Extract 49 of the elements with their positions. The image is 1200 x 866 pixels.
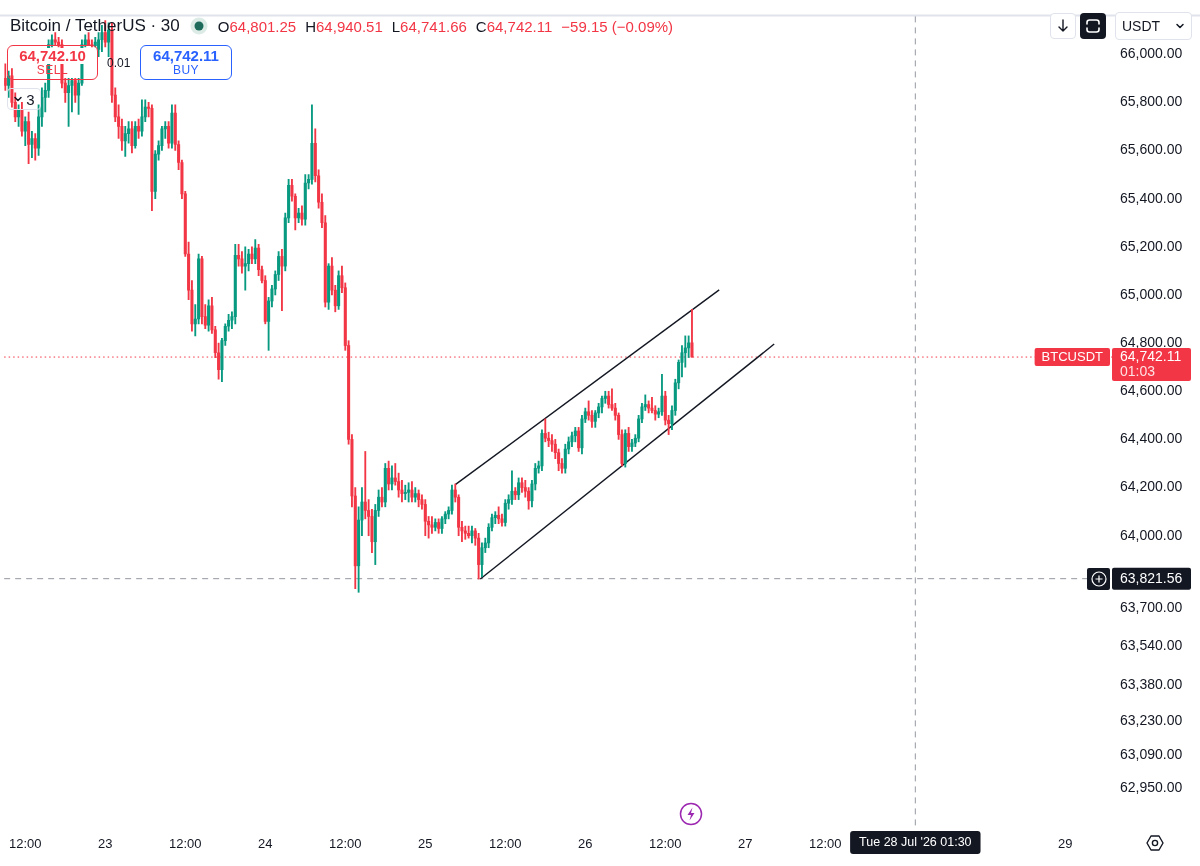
y-tick-label: 63,540.00: [1120, 637, 1183, 654]
ref-line-label: 64,742.11: [1120, 347, 1182, 364]
x-tick-label: 12:00: [329, 836, 362, 852]
annotation: −59.15 (−0.09%): [561, 17, 674, 35]
annotation: BTCUSDT: [1041, 348, 1104, 364]
y-tick-label: 64,600.00: [1120, 382, 1183, 399]
chevron-button: 3: [7, 88, 41, 110]
dropdown: USDT: [1115, 12, 1192, 40]
y-tick-label: 63,380.00: [1120, 675, 1183, 692]
y-tick-label: 65,600.00: [1120, 141, 1183, 158]
annotation: L64,741.66: [391, 17, 467, 35]
annotation: H64,940.51: [305, 17, 383, 35]
x-tick-label: 23: [98, 836, 113, 852]
x-tick-label: 12:00: [649, 836, 682, 852]
x-tick-label: 27: [738, 836, 753, 852]
y-tick-label: 65,000.00: [1120, 285, 1183, 302]
y-tick-label: 66,000.00: [1120, 45, 1183, 62]
ref-line-label: Tue 28 Jul '26 01:30: [859, 834, 972, 849]
y-tick-label: 63,090.00: [1120, 745, 1183, 762]
buy-button: 64,742.11 BUY: [140, 45, 232, 80]
annotation: O64,801.25: [217, 17, 297, 35]
annotation: 64,742.10: [19, 46, 86, 65]
candlestick: [430, 516, 434, 534]
annotation: 64,742.11: [153, 46, 219, 65]
x-tick-label: 29: [1058, 836, 1073, 852]
x-tick-label: 24: [258, 836, 273, 852]
text: 01:03: [1120, 362, 1156, 379]
ref-line-label: 63,821.56: [1120, 569, 1183, 586]
y-tick-label: 62,950.00: [1120, 779, 1183, 796]
annotation: BUY: [172, 63, 200, 78]
y-tick-label: 64,200.00: [1120, 478, 1183, 495]
y-tick-label: 64,000.00: [1120, 526, 1183, 543]
candlestick: [280, 248, 284, 311]
y-tick-label: 65,200.00: [1120, 237, 1183, 254]
y-tick-label: 65,800.00: [1120, 93, 1183, 110]
x-tick-label: 12:00: [489, 836, 522, 852]
y-tick-label: 64,800.00: [1120, 333, 1183, 350]
x-tick-label: 25: [418, 836, 433, 852]
x-tick-label: 12:00: [809, 836, 842, 852]
annotation: C64,742.11: [475, 17, 553, 35]
x-tick-label: 26: [578, 836, 593, 852]
x-tick-label: 12:00: [8, 836, 42, 852]
candlestick: [403, 484, 407, 500]
annotation: 3: [26, 90, 35, 108]
x-tick-label: 12:00: [169, 836, 202, 852]
y-tick-label: 63,230.00: [1120, 711, 1183, 728]
y-tick-label: 63,700.00: [1120, 598, 1183, 615]
y-tick-label: 65,400.00: [1120, 189, 1183, 206]
y-tick-label: 64,400.00: [1120, 430, 1183, 447]
